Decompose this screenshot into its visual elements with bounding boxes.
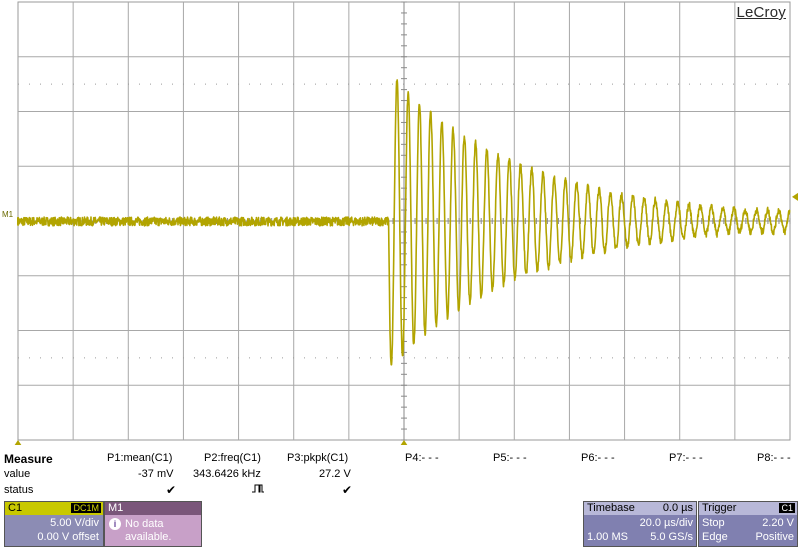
vertical-offset: 0.00 V offset xyxy=(37,531,99,543)
check-icon: ✔ xyxy=(166,483,177,497)
sample-count: 1.00 MS xyxy=(587,531,628,543)
value-row-label: value xyxy=(4,468,31,480)
trigger-slope: Positive xyxy=(755,531,794,543)
param-p1-name[interactable]: P1:mean(C1) xyxy=(107,452,173,464)
status-row-label: status xyxy=(4,484,34,496)
coupling-badge: DC1M xyxy=(71,503,101,513)
channel-c1-trace xyxy=(17,79,791,366)
timebase-label: Timebase xyxy=(587,502,635,514)
trigger-source-badge: C1 xyxy=(779,503,795,513)
param-p7-name[interactable]: P7:- - - xyxy=(669,452,703,464)
trigger-level: 2.20 V xyxy=(762,517,794,529)
no-data-message: No data available. xyxy=(125,518,172,543)
trigger-mode: Stop xyxy=(702,517,725,529)
waveform-path xyxy=(17,79,791,366)
check-icon: ✔ xyxy=(342,483,353,497)
waveform-display[interactable]: M1 xyxy=(0,0,800,445)
trace-label: M1 xyxy=(2,210,14,219)
channel-c1-descriptor[interactable]: C1 DC1M 5.00 V/div 0.00 V offset xyxy=(4,501,104,547)
param-p5-name[interactable]: P5:- - - xyxy=(493,452,527,464)
param-p4-name[interactable]: P4:- - - xyxy=(405,452,439,464)
trigger-level-marker xyxy=(792,192,798,201)
level-markers: M1 xyxy=(2,192,798,445)
horizontal-start-marker xyxy=(14,440,22,445)
param-p3-value: 27.2 V xyxy=(319,468,351,480)
measure-title: Measure xyxy=(4,452,53,466)
sample-rate: 5.0 GS/s xyxy=(650,531,693,543)
param-p6-name[interactable]: P6:- - - xyxy=(581,452,615,464)
math-name: M1 xyxy=(108,502,124,514)
trigger-label: Trigger xyxy=(702,502,737,514)
timebase-scale: 20.0 µs/div xyxy=(639,517,693,529)
param-p8-name[interactable]: P8:- - - xyxy=(757,452,791,464)
pulse-icon xyxy=(252,483,264,496)
trace-offset-marker xyxy=(17,217,23,225)
param-p1-value: -37 mV xyxy=(138,468,174,480)
info-icon: i xyxy=(109,518,121,530)
trigger-time-marker xyxy=(400,440,408,445)
measure-table[interactable]: Measure value status P1:mean(C1) -37 mV … xyxy=(0,449,800,499)
param-p3-name[interactable]: P3:pkpk(C1) xyxy=(287,452,349,464)
math-m1-descriptor[interactable]: M1 i No data available. xyxy=(104,501,202,547)
param-p2-value: 343.6426 kHz xyxy=(193,468,261,480)
brand-logo: LeCroy xyxy=(736,4,786,21)
timebase-delay: 0.0 µs xyxy=(662,502,693,514)
param-p2-name[interactable]: P2:freq(C1) xyxy=(204,452,261,464)
channel-name: C1 xyxy=(8,502,23,514)
trigger-type: Edge xyxy=(702,531,728,543)
vertical-scale: 5.00 V/div xyxy=(50,517,99,529)
trigger-descriptor[interactable]: Trigger C1 Stop 2.20 V Edge Positive xyxy=(698,501,798,547)
timebase-descriptor[interactable]: Timebase 0.0 µs 20.0 µs/div 1.00 MS 5.0 … xyxy=(583,501,697,547)
